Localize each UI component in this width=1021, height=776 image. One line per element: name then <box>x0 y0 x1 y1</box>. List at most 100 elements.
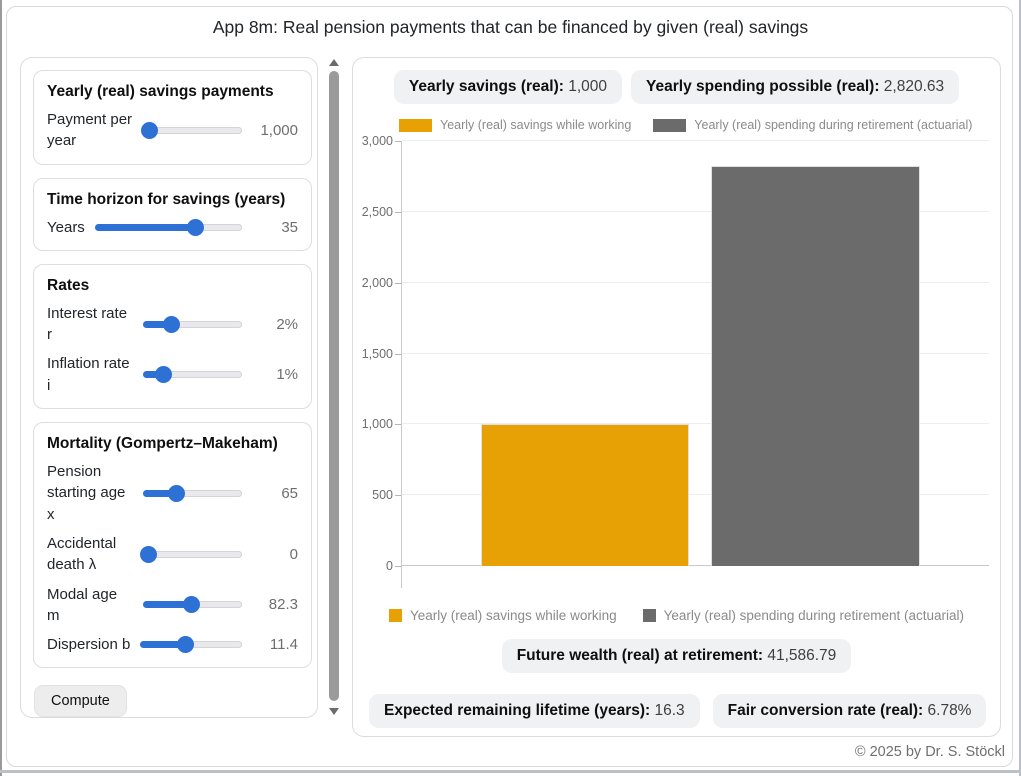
future-wealth-label: Future wealth (real) at retirement: <box>516 647 764 664</box>
copyright-notice: © 2025 by Dr. S. Stöckl <box>854 744 1005 760</box>
slider-thumb[interactable] <box>167 484 185 502</box>
section-heading: Yearly (real) savings payments <box>47 83 274 100</box>
legend-swatch <box>642 609 656 622</box>
axis-tick <box>395 211 401 213</box>
bar-savings <box>481 424 689 566</box>
slider-row: Dispersion b 11.4 <box>47 634 298 655</box>
slider-track[interactable] <box>143 489 242 497</box>
slider-label: Dispersion b <box>47 636 131 654</box>
axis-tick <box>395 495 401 497</box>
slider-row: Payment per year 1,000 <box>47 109 298 152</box>
axis-tick <box>395 424 401 426</box>
slider-row: Accidental death λ 0 <box>47 533 298 576</box>
page-title: App 8m: Real pension payments that can b… <box>212 17 809 37</box>
slider-row: Years 35 <box>47 217 298 238</box>
legend-label: Yearly (real) spending during retirement… <box>694 118 973 132</box>
axis-tick <box>395 282 401 284</box>
legend-entry: Yearly (real) savings while working <box>399 118 631 132</box>
sidebar-sections: Yearly (real) savings payments Payment pe… <box>33 70 312 669</box>
slider-track[interactable] <box>143 371 242 379</box>
main-panel: Yearly savings (real): 1,000 Yearly spend… <box>352 57 1001 737</box>
slider-label: Modal age m <box>47 585 118 624</box>
legend-swatch <box>399 118 432 132</box>
scrollbar-down-arrow-icon[interactable] <box>329 708 339 715</box>
slider-fill <box>143 489 176 497</box>
slider-track[interactable] <box>143 126 242 134</box>
gridline <box>402 140 989 141</box>
legend-entry: Yearly (real) spending during retirement… <box>653 118 972 132</box>
section-heading: Rates <box>47 276 90 294</box>
slider-thumb[interactable] <box>162 315 180 333</box>
sidebar: Yearly (real) savings payments Payment pe… <box>20 57 318 718</box>
slider-input[interactable] <box>143 596 242 614</box>
slider-input[interactable] <box>139 545 242 563</box>
summary-bottom-badge: Fair conversion rate (real): 6.78% <box>712 694 987 728</box>
summary-top-badge: Yearly spending possible (real): 2,820.6… <box>631 70 960 104</box>
gridline <box>402 210 989 212</box>
slider-value: 11.4 <box>269 636 298 654</box>
sidebar-scrollbar[interactable] <box>327 58 341 716</box>
slider-track[interactable] <box>143 550 242 558</box>
summary-top-label: Yearly spending possible (real): <box>646 78 880 95</box>
bar-spending <box>711 166 920 566</box>
app-frame <box>6 6 1013 767</box>
scrollbar-thumb[interactable] <box>329 71 339 701</box>
axis-tick <box>395 141 401 142</box>
slider-track[interactable] <box>143 320 242 328</box>
axis-tick <box>395 566 401 567</box>
legend-swatch <box>389 609 402 622</box>
future-wealth-row: Future wealth (real) at retirement: 41,5… <box>353 639 1000 673</box>
y-axis-tick-label: 1,500 <box>361 346 393 361</box>
slider-input[interactable] <box>94 218 242 236</box>
summary-bottom-badge: Expected remaining lifetime (years): 16.… <box>369 694 700 728</box>
slider-thumb[interactable] <box>177 636 195 654</box>
slider-label: Pension starting age x <box>47 463 126 523</box>
slider-input[interactable] <box>143 315 242 333</box>
slider-value: 0 <box>289 545 298 563</box>
y-axis-tick-label: 500 <box>372 488 393 503</box>
slider-label: Years <box>47 218 85 236</box>
slider-input[interactable] <box>140 121 242 139</box>
y-axis-tick-label: 1,000 <box>361 417 393 432</box>
slider-value: 65 <box>281 484 298 502</box>
slider-thumb[interactable] <box>182 596 200 614</box>
slider-thumb[interactable] <box>186 218 204 236</box>
gridline <box>402 352 989 354</box>
slider-value: 82.3 <box>268 596 298 614</box>
window-edge-bottom <box>0 770 1021 773</box>
gridline <box>402 281 989 283</box>
slider-thumb[interactable] <box>140 121 158 139</box>
slider-value: 1% <box>276 366 298 384</box>
slider-input[interactable] <box>140 636 242 654</box>
sidebar-section-card: Mortality (Gompertz–Makeham) Pension star… <box>33 422 312 669</box>
slider-value: 1,000 <box>260 121 298 139</box>
slider-input[interactable] <box>143 366 242 384</box>
y-axis-tick-label: 2,500 <box>361 204 393 219</box>
compute-button[interactable]: Compute <box>34 685 127 718</box>
slider-input[interactable] <box>143 484 242 502</box>
summary-top-badge: Yearly savings (real): 1,000 <box>393 70 623 104</box>
summary-badges-bottom: Expected remaining lifetime (years): 16.… <box>369 694 987 728</box>
summary-bottom-value: 16.3 <box>654 702 685 719</box>
legend-entry: Yearly (real) spending during retirement… <box>642 608 964 623</box>
section-heading: Mortality (Gompertz–Makeham) <box>47 435 278 453</box>
scrollbar-up-arrow-icon[interactable] <box>329 59 339 66</box>
future-wealth-badge: Future wealth (real) at retirement: 41,5… <box>501 639 852 673</box>
slider-value: 2% <box>276 315 298 333</box>
slider-thumb[interactable] <box>139 545 157 563</box>
slider-fill <box>140 641 186 649</box>
slider-row: Modal age m 82.3 <box>47 584 298 627</box>
y-axis-tick-label: 2,000 <box>361 275 393 290</box>
y-axis-tick-label: 0 <box>386 559 393 573</box>
slider-fill <box>143 371 163 379</box>
slider-fill <box>143 320 171 328</box>
chart-legend-top: Yearly (real) savings while working Yearl… <box>399 118 987 132</box>
slider-thumb[interactable] <box>154 366 172 384</box>
legend-label: Yearly (real) savings while working <box>410 608 617 623</box>
summary-top-value: 1,000 <box>568 78 608 95</box>
axis-tick <box>395 353 401 355</box>
slider-label: Inflation rate i <box>47 355 130 394</box>
gridline <box>402 494 989 496</box>
sidebar-section-card: Time horizon for savings (years) Years 35 <box>33 177 312 251</box>
sidebar-section-card: Yearly (real) savings payments Payment pe… <box>33 70 312 165</box>
